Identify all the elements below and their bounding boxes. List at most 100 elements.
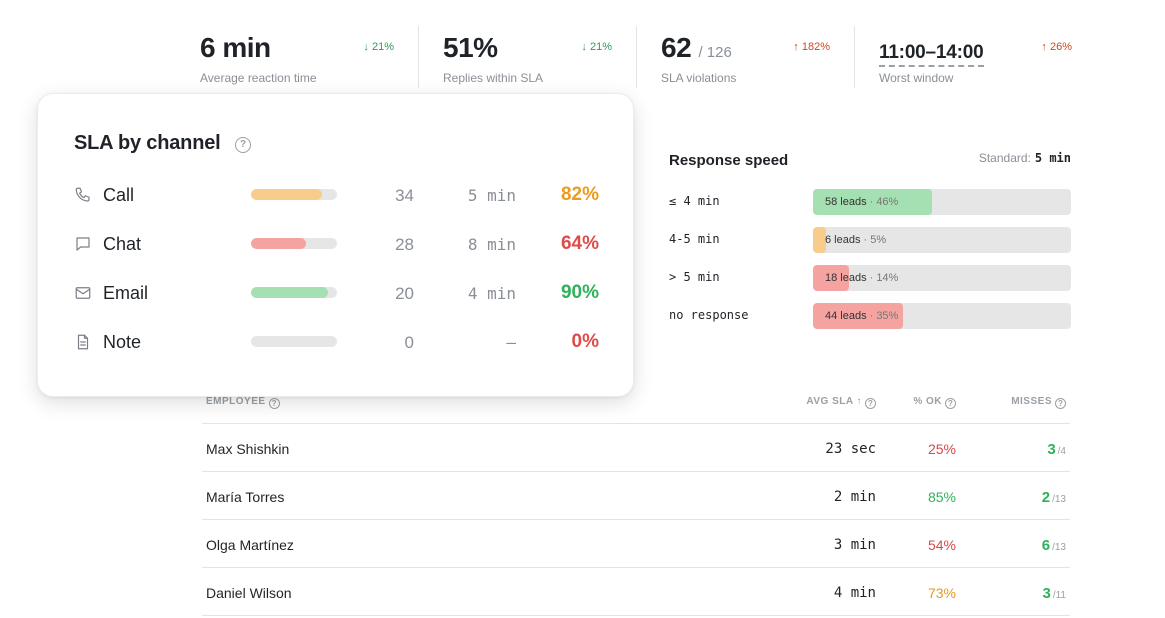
speed-row-label: > 5 min	[669, 270, 720, 284]
table-row[interactable]: Max Shishkin 23 sec 25% 3/4	[202, 424, 1070, 472]
channel-time: –	[506, 333, 516, 352]
employee-name: María Torres	[206, 489, 285, 505]
speed-bar-fill	[813, 265, 850, 291]
employee-name: Daniel Wilson	[206, 585, 292, 601]
column-header-avg-sla[interactable]: AVG SLA ↑?	[806, 396, 876, 409]
speed-bar-fill	[813, 189, 932, 215]
response-speed-title: Response speed	[669, 152, 789, 169]
misses-cell: 3/11	[1042, 585, 1066, 602]
misses-cell: 3/4	[1047, 441, 1066, 458]
channel-count: 0	[404, 333, 414, 352]
column-header-pct-ok[interactable]: % OK?	[913, 396, 956, 409]
speed-row-label: 4-5 min	[669, 232, 720, 246]
speed-bar-fill	[813, 303, 904, 329]
kpi-replies-within-sla[interactable]: 51% Replies within SLA ↓ 21%	[418, 26, 636, 88]
channel-bar-fill	[251, 238, 307, 249]
speed-leads: 18 leads	[825, 272, 867, 284]
kpi-value: 11:00–14:00	[879, 42, 984, 63]
misses-total: /13	[1052, 542, 1066, 553]
kpi-value-total: / 126	[698, 44, 732, 61]
misses-value: 3	[1042, 585, 1051, 602]
channel-pct: 0%	[571, 331, 599, 352]
channel-pct: 90%	[560, 282, 599, 303]
channel-time: 4 min	[467, 284, 516, 303]
misses-value: 6	[1041, 537, 1051, 554]
speed-bar-fill	[813, 227, 826, 253]
mail-icon	[75, 287, 91, 299]
channel-pct: 82%	[560, 184, 599, 205]
channel-row-call[interactable]: Call 34 5 min 82%	[38, 180, 635, 210]
channel-bar-track	[251, 336, 337, 347]
help-icon[interactable]: ?	[268, 398, 280, 409]
speed-leads: 44 leads	[825, 310, 867, 322]
speed-leads: 58 leads	[825, 196, 867, 208]
speed-pct: · 46%	[869, 196, 899, 208]
help-icon[interactable]: ?	[865, 398, 876, 409]
column-header-employee[interactable]: EMPLOYEE?	[206, 396, 280, 409]
kpi-row: 6 min Average reaction time ↓ 21% 51% Re…	[200, 26, 1072, 90]
kpi-label: Average reaction time	[200, 71, 317, 85]
speed-row[interactable]: ≤ 4 min 58 leads · 46%	[669, 189, 1071, 215]
note-icon	[77, 334, 89, 350]
kpi-value: 6 min	[200, 32, 271, 63]
channel-bar-track	[251, 238, 337, 249]
pct-ok-value: 85%	[927, 489, 956, 505]
kpi-sla-violations[interactable]: 62 / 126 SLA violations ↑ 182%	[636, 26, 854, 88]
channel-bar-track	[251, 189, 337, 200]
speed-bar-track: 44 leads · 35%	[813, 303, 1071, 329]
channel-bar-track	[251, 287, 337, 298]
popover-title: SLA by channel	[74, 132, 221, 154]
channel-label: Call	[103, 185, 135, 205]
misses-cell: 6/13	[1042, 537, 1066, 554]
kpi-label: Replies within SLA	[443, 71, 544, 85]
speed-pct: · 14%	[869, 272, 899, 284]
speed-pct: · 5%	[863, 234, 887, 246]
kpi-average-reaction-time[interactable]: 6 min Average reaction time ↓ 21%	[200, 26, 418, 88]
help-icon[interactable]: ?	[235, 137, 251, 153]
channel-count: 34	[395, 186, 414, 205]
kpi-label: Worst window	[879, 71, 954, 85]
channel-bar-fill	[251, 287, 329, 298]
speed-bar-track: 6 leads · 5%	[813, 227, 1071, 253]
employee-name: Olga Martínez	[206, 537, 294, 553]
kpi-delta: ↓ 21%	[581, 41, 612, 53]
misses-value: 3	[1047, 441, 1056, 458]
channel-time: 8 min	[467, 235, 516, 254]
speed-bar-track: 58 leads · 46%	[813, 189, 1071, 215]
help-icon[interactable]: ?	[1055, 398, 1066, 409]
chat-icon	[76, 237, 90, 251]
sla-by-channel-popover: SLA by channel ? Call 34 5 min 82% Chat …	[37, 93, 634, 397]
table-row[interactable]: Daniel Wilson 4 min 73% 3/11	[202, 568, 1070, 616]
channel-row-note[interactable]: Note 0 – 0%	[38, 327, 635, 357]
channel-row-chat[interactable]: Chat 28 8 min 64%	[38, 229, 635, 259]
speed-row[interactable]: 4-5 min 6 leads · 5%	[669, 227, 1071, 253]
header-divider	[202, 423, 1070, 424]
pct-ok-value: 54%	[927, 537, 956, 553]
misses-total: /4	[1057, 446, 1066, 457]
channel-label: Chat	[103, 234, 142, 254]
kpi-worst-window[interactable]: 11:00–14:00 Worst window ↑ 26%	[854, 26, 1072, 88]
speed-row[interactable]: no response 44 leads · 35%	[669, 303, 1071, 329]
column-header-misses[interactable]: MISSES?	[1011, 396, 1066, 409]
channel-row-email[interactable]: Email 20 4 min 90%	[38, 278, 635, 308]
channel-time: 5 min	[467, 186, 516, 205]
channel-bar-fill	[251, 189, 322, 200]
speed-bar-track: 18 leads · 14%	[813, 265, 1071, 291]
table-row[interactable]: Olga Martínez 3 min 54% 6/13	[202, 520, 1070, 568]
kpi-label: SLA violations	[661, 71, 737, 85]
speed-row[interactable]: > 5 min 18 leads · 14%	[669, 265, 1071, 291]
pct-ok-value: 73%	[927, 585, 956, 601]
table-row[interactable]: María Torres 2 min 85% 2/13	[202, 472, 1070, 520]
pct-ok-value: 25%	[927, 441, 956, 457]
avg-sla-value: 2 min	[833, 489, 876, 505]
misses-cell: 2/13	[1042, 489, 1066, 506]
help-icon[interactable]: ?	[945, 398, 956, 409]
standard-label: Standard:	[978, 151, 1031, 165]
channel-count: 20	[395, 284, 414, 303]
standard-value: 5 min	[1034, 151, 1071, 165]
misses-total: /13	[1052, 494, 1066, 505]
kpi-value: 51%	[443, 32, 498, 63]
avg-sla-value: 23 sec	[825, 441, 876, 457]
avg-sla-value: 4 min	[833, 585, 876, 601]
kpi-delta: ↓ 21%	[363, 41, 394, 53]
